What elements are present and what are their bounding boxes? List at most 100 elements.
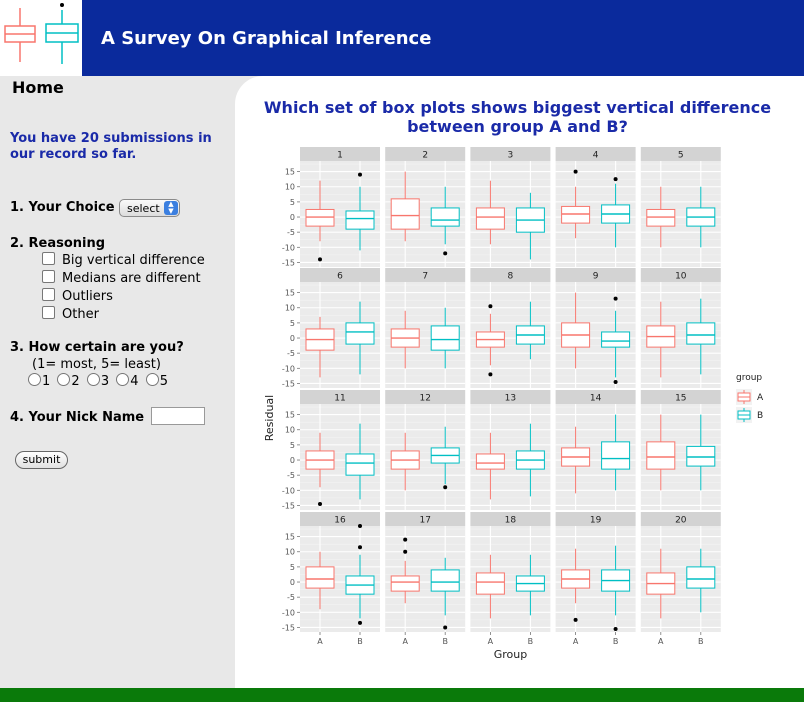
box-A <box>646 186 676 248</box>
certainty-scale-note: (1= most, 5= least) <box>32 357 161 372</box>
facet-strip <box>385 390 466 404</box>
facet-panel-2: 2 <box>385 147 466 267</box>
facet-panel-16: 16 <box>300 512 380 632</box>
box-body <box>561 205 591 224</box>
y-tick-label: 5 <box>290 319 295 328</box>
y-tick-label: 5 <box>290 441 295 450</box>
checkbox[interactable] <box>42 270 55 283</box>
box-body <box>430 325 460 351</box>
checkbox[interactable] <box>42 306 55 319</box>
box-body <box>345 453 375 476</box>
y-tick-label: 5 <box>290 563 295 572</box>
outlier-point <box>573 169 578 174</box>
certainty-radio-3[interactable]: 3 <box>86 373 109 389</box>
outlier-point <box>403 549 408 554</box>
box-A <box>561 169 591 239</box>
outlier-point <box>318 257 322 262</box>
box-B <box>601 545 631 631</box>
y-tick-label: -15 <box>282 623 295 632</box>
x-tick-label: A <box>488 637 494 646</box>
facet-panel-7: 7 <box>385 268 466 388</box>
outlier-point <box>573 617 578 622</box>
outlier-point <box>488 372 493 377</box>
reason-option-medians[interactable]: Medians are different <box>42 270 201 286</box>
box-A <box>475 554 505 619</box>
box-A <box>305 551 335 610</box>
reason-option-other[interactable]: Other <box>42 306 99 322</box>
box-body <box>686 322 716 345</box>
x-tick-label: A <box>317 637 323 646</box>
box-body <box>345 210 375 230</box>
box-A <box>561 548 591 622</box>
box-body <box>390 575 420 592</box>
y-tick-label: -10 <box>282 486 295 495</box>
y-tick-label: 15 <box>285 533 295 542</box>
x-tick-label: A <box>402 637 408 646</box>
y-tick-label: 15 <box>285 411 295 420</box>
box-B <box>515 554 545 616</box>
certainty-radio-5[interactable]: 5 <box>145 373 168 389</box>
box-body <box>601 441 631 470</box>
certainty-radio-1[interactable]: 1 <box>28 373 50 389</box>
site-header: A Survey On Graphical Inference <box>0 0 804 76</box>
reason-option-outliers[interactable]: Outliers <box>42 288 113 304</box>
facet-panel-9: 9 <box>555 268 636 388</box>
boxplot-logo-icon <box>4 3 79 64</box>
outlier-point <box>358 172 362 177</box>
facet-panel-5: 5 <box>640 147 721 267</box>
y-tick-label: 0 <box>290 578 295 587</box>
box-body <box>686 445 716 467</box>
facet-panel-20: 20 <box>640 512 721 632</box>
box-body <box>646 208 676 227</box>
site-title: A Survey On Graphical Inference <box>101 28 432 49</box>
y-tick-label: -10 <box>282 608 295 617</box>
facet-strip <box>300 147 380 161</box>
box-A <box>646 301 676 378</box>
outlier-point <box>358 524 362 528</box>
box-body <box>430 569 460 592</box>
y-tick-label: 0 <box>290 213 295 222</box>
submit-button[interactable]: submit <box>15 451 68 469</box>
certainty-radio-4[interactable]: 4 <box>116 373 139 389</box>
facet-strip <box>555 512 636 526</box>
facet-label: 8 <box>508 272 514 282</box>
y-tick-label: 15 <box>285 168 295 177</box>
certainty-radio-group: 1 2 3 4 5 <box>28 373 171 389</box>
legend-label: B <box>757 411 763 421</box>
y-tick-label: -5 <box>287 593 295 602</box>
x-tick-label: B <box>528 637 534 646</box>
outlier-point <box>613 177 618 182</box>
y-tick-label: 0 <box>290 456 295 465</box>
home-link[interactable]: Home <box>12 78 64 97</box>
facet-label: 1 <box>337 151 343 161</box>
outlier-point <box>443 251 448 256</box>
box-body <box>305 208 335 227</box>
box-body <box>430 207 460 227</box>
facet-label: 18 <box>505 516 517 526</box>
facet-panel-8: 8 <box>470 268 551 388</box>
facet-label: 12 <box>419 394 430 404</box>
facet-strip <box>385 147 466 161</box>
facet-panel-18: 18 <box>470 512 551 632</box>
choice-select[interactable]: select ▲ ▼ <box>119 199 180 217</box>
box-body <box>686 566 716 589</box>
x-tick-label: B <box>357 637 363 646</box>
nickname-input[interactable] <box>151 407 205 425</box>
certainty-radio-2[interactable]: 2 <box>57 373 80 389</box>
box-B <box>430 426 460 490</box>
box-B <box>601 296 631 384</box>
box-B <box>686 298 716 375</box>
y-tick-label: 10 <box>285 426 295 435</box>
facet-strip <box>640 512 721 526</box>
box-A <box>475 180 505 245</box>
facet-panel-1: 1 <box>300 147 380 267</box>
box-body <box>475 572 505 595</box>
facet-strip <box>470 390 551 404</box>
checkbox[interactable] <box>42 288 55 301</box>
y-tick-label: 15 <box>285 289 295 298</box>
checkbox[interactable] <box>42 252 55 265</box>
y-tick-label: 5 <box>290 198 295 207</box>
reason-option-big-vertical[interactable]: Big vertical difference <box>42 252 205 268</box>
y-tick-label: -10 <box>282 364 295 373</box>
facet-label: 10 <box>675 272 687 282</box>
